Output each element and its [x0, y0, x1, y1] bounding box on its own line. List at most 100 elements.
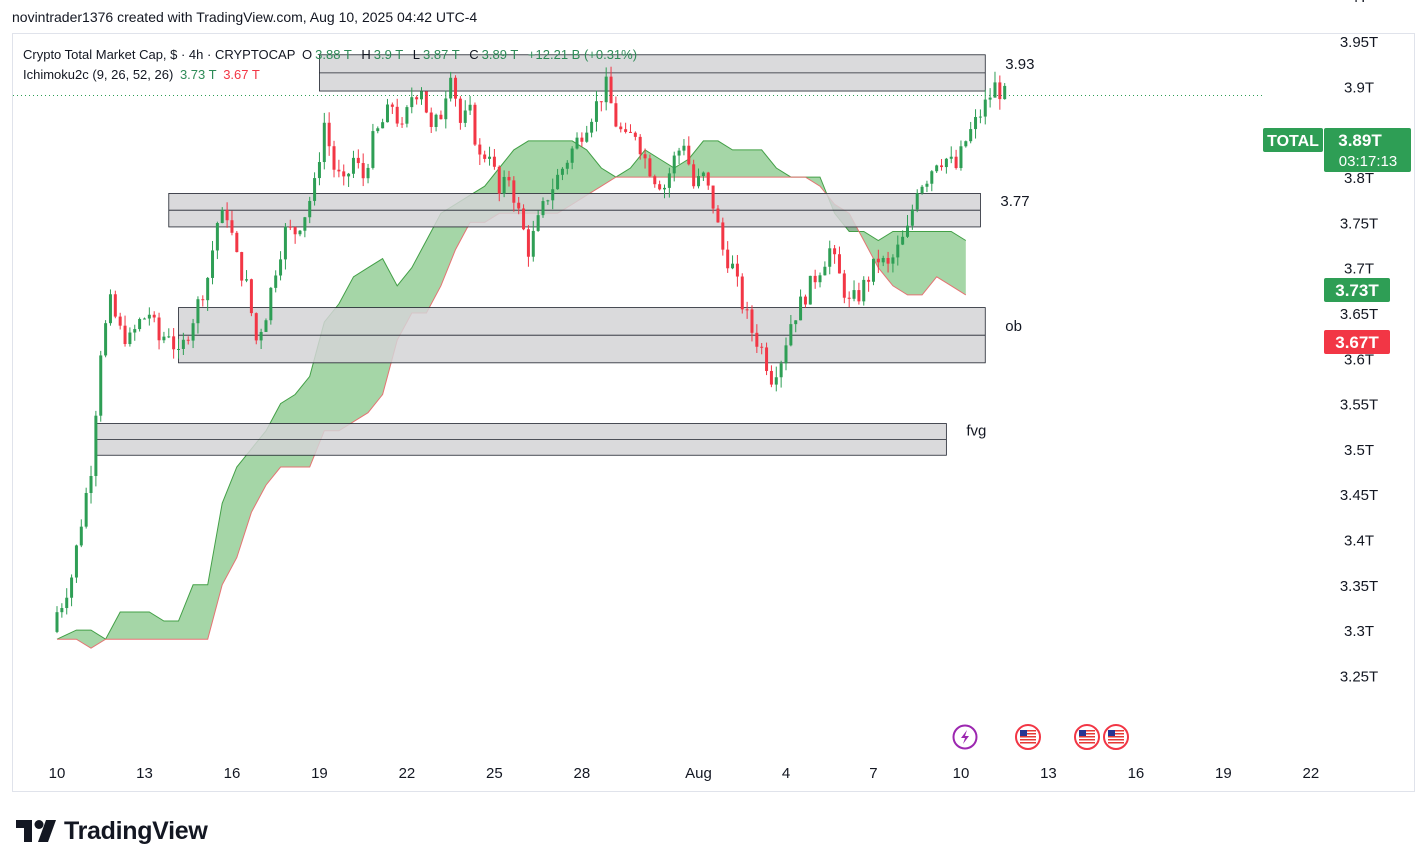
candle-up[interactable] [279, 259, 283, 276]
candle-up[interactable] [215, 223, 219, 251]
candle-down[interactable] [721, 222, 725, 250]
candle-down[interactable] [429, 112, 433, 127]
candle-up[interactable] [191, 323, 195, 341]
candle-up[interactable] [283, 226, 287, 260]
candle-up[interactable] [298, 230, 302, 235]
candle-down[interactable] [692, 164, 696, 187]
candle-down[interactable] [249, 279, 253, 314]
candle-up[interactable] [944, 158, 948, 168]
candle-up[interactable] [799, 296, 803, 321]
candle-up[interactable] [852, 290, 856, 299]
candle-up[interactable] [935, 165, 939, 172]
candle-down[interactable] [293, 227, 297, 235]
indicator-name[interactable]: Ichimoku2c (9, 26, 52, 26) [23, 67, 174, 82]
candle-up[interactable] [366, 167, 370, 179]
candle-down[interactable] [288, 226, 292, 228]
candle-up[interactable] [376, 128, 380, 132]
candle-down[interactable] [497, 166, 501, 194]
candle-down[interactable] [424, 91, 428, 113]
candle-up[interactable] [142, 318, 146, 320]
candle-down[interactable] [803, 296, 807, 305]
candle-down[interactable] [687, 145, 691, 165]
candle-up[interactable] [667, 173, 671, 188]
candle-up[interactable] [211, 250, 215, 278]
candle-up[interactable] [322, 122, 326, 163]
candle-up[interactable] [274, 275, 278, 288]
candle-down[interactable] [813, 275, 817, 283]
candle-down[interactable] [658, 184, 662, 190]
candle-up[interactable] [906, 225, 909, 237]
candle-up[interactable] [308, 200, 312, 218]
candle-up[interactable] [565, 162, 569, 169]
candle-down[interactable] [473, 104, 477, 145]
candle-up[interactable] [570, 148, 574, 163]
candle-up[interactable] [779, 363, 783, 378]
candle-down[interactable] [458, 98, 462, 123]
candle-up[interactable] [701, 172, 705, 177]
candle-up[interactable] [585, 132, 589, 142]
candle-down[interactable] [522, 208, 526, 230]
us-flag-event-icon[interactable] [1103, 724, 1129, 750]
candle-down[interactable] [512, 180, 516, 203]
candle-down[interactable] [726, 249, 730, 269]
us-flag-event-icon[interactable] [1074, 724, 1100, 750]
candle-down[interactable] [735, 263, 739, 277]
candle-down[interactable] [230, 220, 234, 233]
candle-down[interactable] [940, 165, 944, 168]
candle-down[interactable] [745, 309, 749, 311]
candle-up[interactable] [108, 294, 112, 324]
candle-down[interactable] [628, 131, 632, 133]
candle-up[interactable] [862, 279, 866, 302]
candle-up[interactable] [206, 277, 210, 301]
candle-up[interactable] [682, 145, 686, 151]
candle-down[interactable] [886, 257, 890, 264]
candle-up[interactable] [89, 475, 93, 493]
candle-up[interactable] [449, 77, 453, 99]
candle-down[interactable] [876, 258, 880, 263]
candle-up[interactable] [896, 244, 900, 258]
candle-up[interactable] [808, 275, 812, 305]
candle-up[interactable] [94, 415, 98, 476]
candle-up[interactable] [385, 104, 389, 123]
candle-down[interactable] [517, 202, 521, 209]
symbol-name[interactable]: Crypto Total Market Cap, $ · 4h · CRYPTO… [23, 47, 296, 62]
candle-up[interactable] [167, 336, 171, 338]
candle-up[interactable] [245, 279, 249, 281]
candle-up[interactable] [551, 189, 555, 201]
candle-up[interactable] [974, 116, 978, 130]
candle-up[interactable] [84, 492, 88, 527]
event-markers[interactable] [952, 724, 1129, 750]
candle-down[interactable] [123, 325, 127, 345]
candle-up[interactable] [784, 345, 788, 364]
candle-up[interactable] [920, 186, 924, 194]
candle-down[interactable] [201, 299, 205, 301]
candle-down[interactable] [395, 106, 399, 124]
candle-up[interactable] [983, 99, 987, 117]
candle-up[interactable] [128, 332, 132, 345]
candle-up[interactable] [220, 209, 224, 224]
candle-up[interactable] [55, 612, 59, 632]
candle-up[interactable] [502, 176, 506, 194]
candle-down[interactable] [186, 339, 190, 341]
candle-down[interactable] [716, 208, 720, 223]
candle-up[interactable] [65, 597, 69, 609]
candle-up[interactable] [1003, 85, 1007, 100]
candle-up[interactable] [303, 217, 307, 231]
candle-down[interactable] [954, 156, 958, 169]
candle-down[interactable] [867, 279, 871, 282]
candle-up[interactable] [891, 257, 895, 264]
candle-down[interactable] [235, 232, 239, 253]
candle-down[interactable] [619, 126, 623, 130]
candle-down[interactable] [633, 132, 637, 137]
candle-up[interactable] [104, 323, 108, 356]
candle-up[interactable] [259, 331, 263, 341]
candle-down[interactable] [157, 317, 161, 341]
candle-up[interactable] [959, 146, 963, 169]
candle-down[interactable] [740, 276, 744, 310]
candle-down[interactable] [609, 76, 613, 104]
candle-down[interactable] [361, 163, 365, 179]
candle-up[interactable] [181, 339, 185, 349]
candle-up[interactable] [993, 82, 997, 98]
candle-down[interactable] [332, 146, 336, 170]
